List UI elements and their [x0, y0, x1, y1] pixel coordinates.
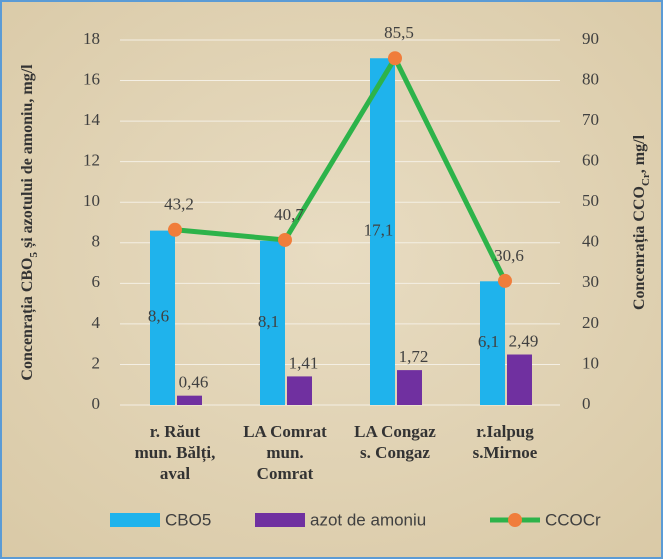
data-label: 2,49 — [509, 331, 539, 350]
data-label: 6,1 — [478, 332, 499, 351]
y-tick-label: 4 — [92, 313, 101, 332]
bar — [397, 370, 422, 405]
legend-marker — [508, 513, 522, 527]
data-label: 85,5 — [384, 23, 414, 42]
y2-axis-title-part: , mg/l — [631, 134, 648, 173]
y2-axis-title-part: Concenrația CCO — [631, 186, 649, 310]
data-label: 40,7 — [274, 205, 304, 224]
data-label: 1,41 — [289, 353, 319, 372]
x-tick-label: r. Răut — [150, 422, 201, 441]
x-tick-label: Comrat — [257, 464, 314, 483]
legend-label: azot de amoniu — [310, 510, 426, 529]
data-label: 8,6 — [148, 307, 169, 326]
y-tick-label: 14 — [83, 110, 101, 129]
y2-tick-label: 60 — [582, 151, 599, 170]
y-tick-label: 8 — [92, 232, 101, 251]
chart-background — [1, 1, 662, 558]
y-tick-label: 16 — [83, 69, 100, 88]
y2-tick-label: 40 — [582, 232, 599, 251]
y2-tick-label: 70 — [582, 110, 599, 129]
data-label: 0,46 — [179, 373, 209, 392]
bar — [177, 396, 202, 405]
legend-label: CBO5 — [165, 510, 211, 529]
x-tick-label: LA Comrat — [243, 422, 327, 441]
y2-tick-label: 30 — [582, 272, 599, 291]
data-label: 43,2 — [164, 195, 194, 214]
legend-swatch — [110, 513, 160, 527]
y-tick-label: 12 — [83, 151, 100, 170]
y2-tick-label: 50 — [582, 191, 599, 210]
y-tick-label: 10 — [83, 191, 100, 210]
x-tick-label: LA Congaz — [354, 422, 436, 441]
y2-tick-label: 0 — [582, 394, 591, 413]
y2-tick-label: 20 — [582, 313, 599, 332]
x-tick-label: mun. — [266, 443, 303, 462]
data-label: 30,6 — [494, 246, 524, 265]
x-tick-label: aval — [160, 464, 191, 483]
marker — [168, 223, 182, 237]
y2-axis-title-part: Cr — [640, 173, 652, 186]
y2-tick-label: 10 — [582, 353, 599, 372]
legend-swatch — [255, 513, 305, 527]
marker — [278, 233, 292, 247]
y-tick-label: 6 — [92, 272, 101, 291]
x-tick-label: mun. Bălți, — [135, 443, 216, 463]
chart: 0 2 4 6 8 10 12 14 16 18 0 10 20 30 40 50 60 70 80 90 Concen… — [0, 0, 663, 559]
y-tick-label: 0 — [92, 394, 101, 413]
bar — [287, 376, 312, 405]
y-tick-label: 18 — [83, 29, 100, 48]
bar — [507, 355, 532, 405]
marker — [388, 51, 402, 65]
y-axis-title-part: și azotului de amoniu, mg/l — [19, 64, 37, 252]
data-label: 8,1 — [258, 312, 279, 331]
marker — [498, 274, 512, 288]
y-tick-label: 2 — [92, 353, 101, 372]
x-tick-label: r.Ialpug — [476, 422, 534, 441]
data-label: 17,1 — [364, 221, 394, 240]
y2-tick-label: 90 — [582, 29, 599, 48]
y2-tick-label: 80 — [582, 69, 599, 88]
x-tick-label: s. Congaz — [360, 443, 430, 462]
y-axis-title-part: Concenrația CBO — [19, 257, 37, 380]
x-tick-label: s.Mirnoe — [473, 443, 538, 462]
data-label: 1,72 — [399, 347, 429, 366]
legend-label: CCOCr — [545, 510, 601, 529]
